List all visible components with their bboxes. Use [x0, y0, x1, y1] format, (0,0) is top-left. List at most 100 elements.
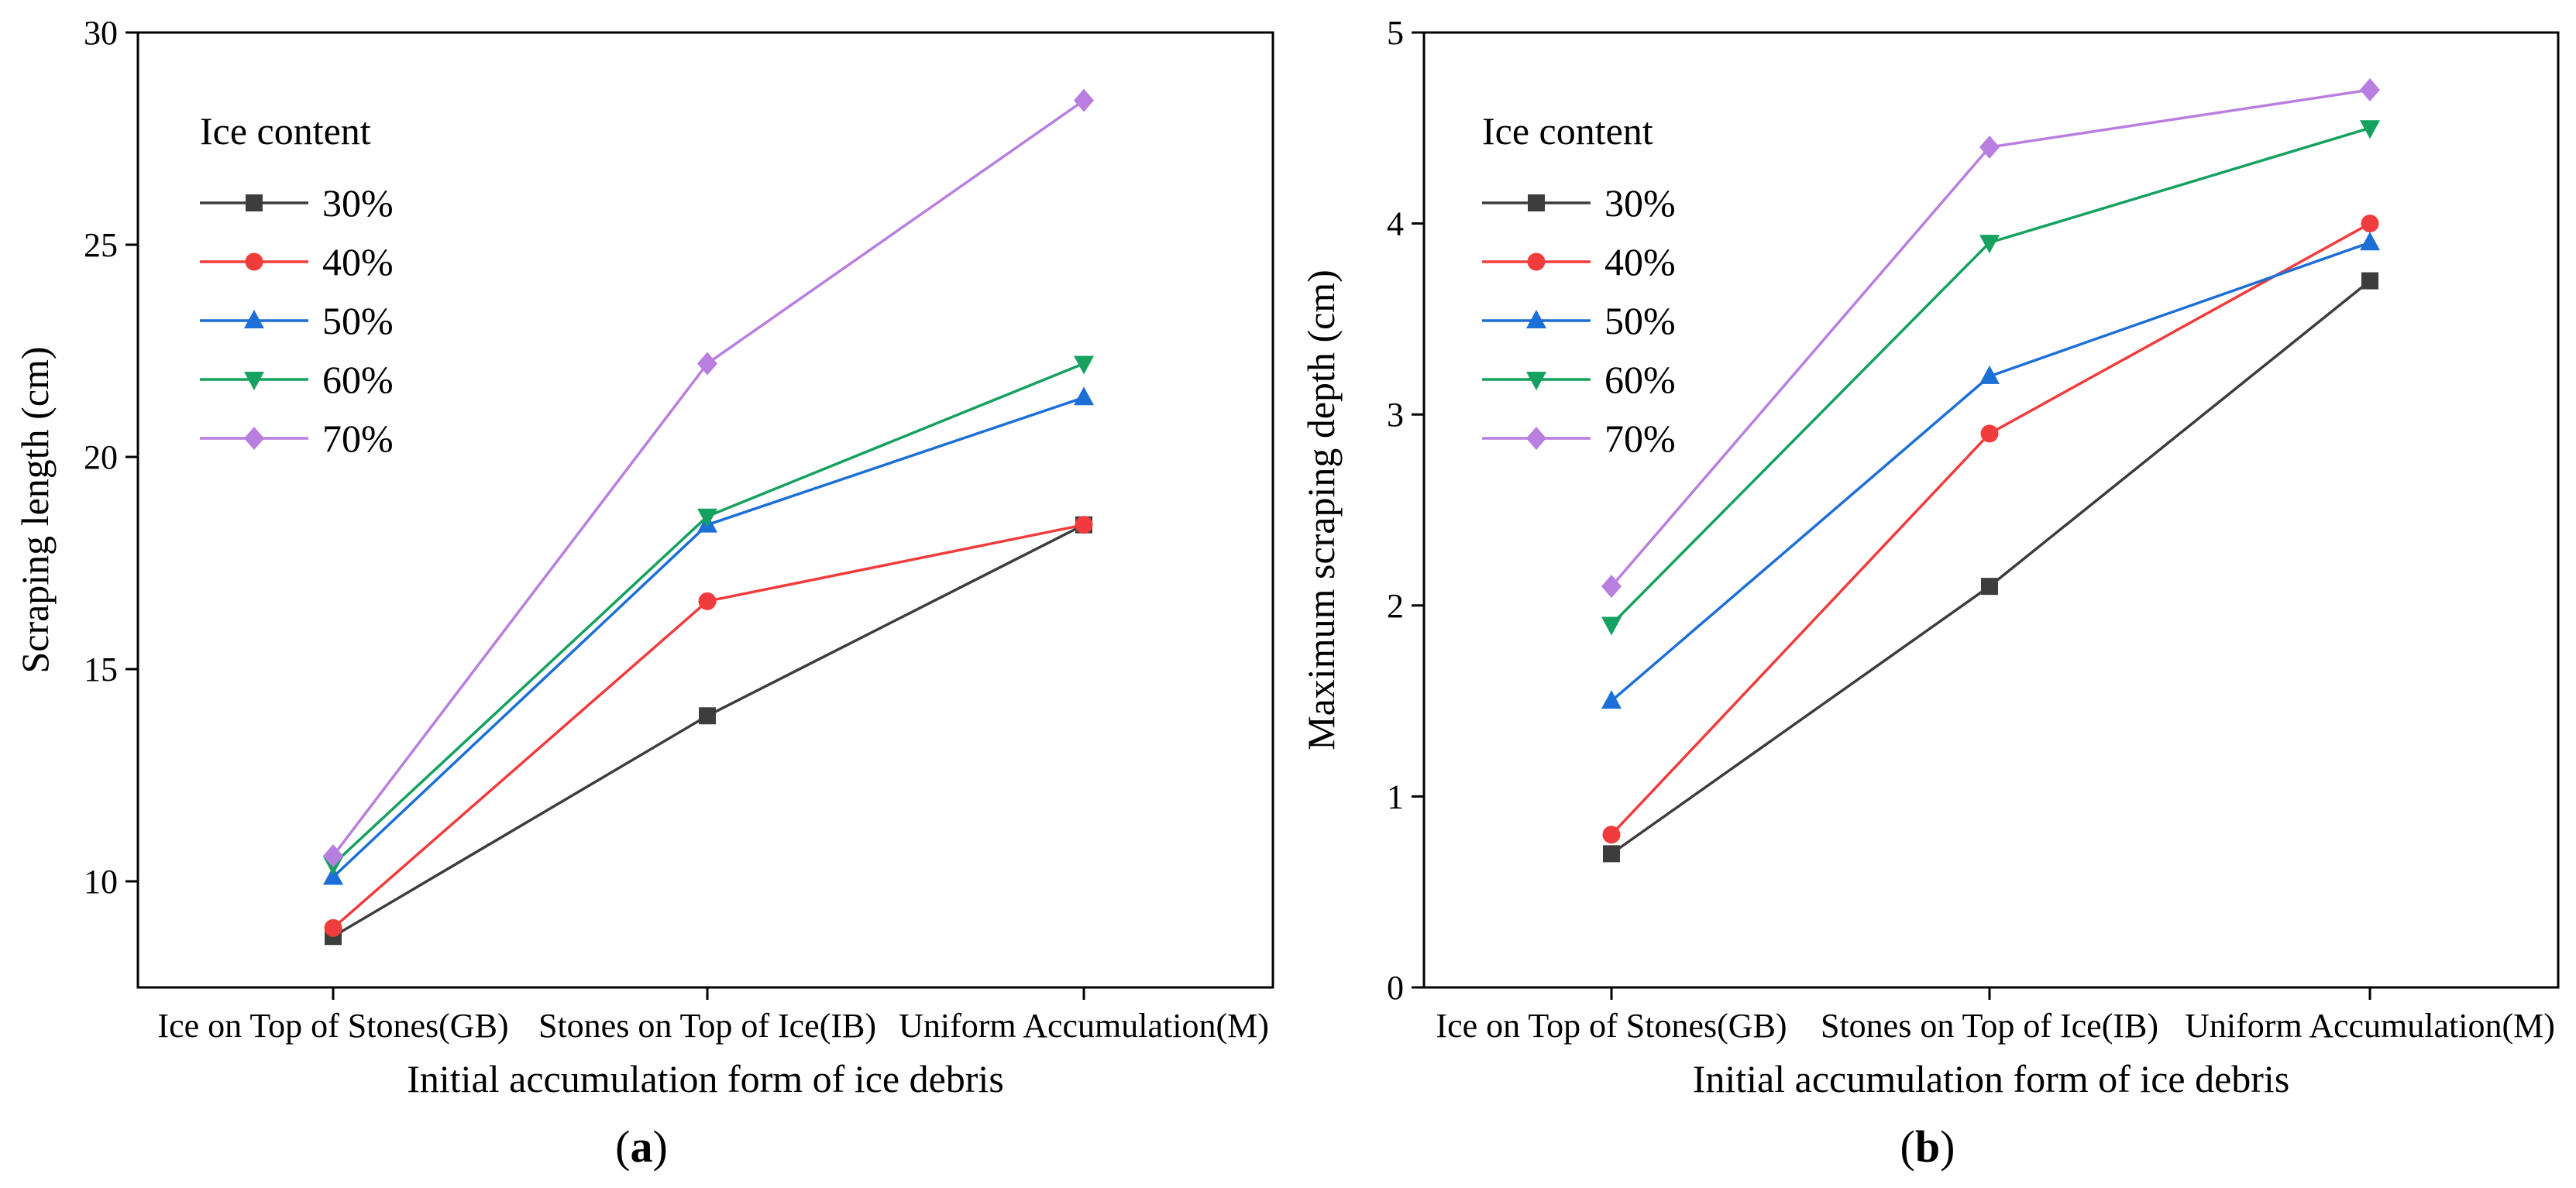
panel-b-data-point-70-3: [2360, 77, 2380, 101]
panel-b-x-tick-label: Stones on Top of Ice(IB): [1821, 1007, 2158, 1045]
panel-b-series-70: [1601, 77, 2380, 599]
panel-a-y-tick-label: 15: [84, 651, 118, 688]
panel-a: 10 15 20 25 30 Ice on Top of Stones(GB) Stones…: [13, 14, 1274, 1172]
panel-b-x-tick-label: Uniform Accumulation(M): [2185, 1007, 2555, 1045]
panel-a-legend-label-40: 40%: [322, 240, 394, 283]
panel-a-series-line-40: [332, 523, 1085, 929]
panel-a-series-50: [323, 386, 1094, 885]
panel-b-series-50: [1601, 232, 2380, 709]
panel-b-y-tick-label: 5: [1387, 14, 1404, 52]
panel-b-series-line-50: [1610, 241, 2371, 702]
panel-b-y-tick-label: 4: [1387, 205, 1404, 243]
panel-b-legend-label-40: 40%: [1604, 240, 1676, 283]
panel-b-data-point-40-1: [1602, 826, 1621, 844]
panel-a-data-point-30-2: [699, 707, 716, 725]
panel-b: 0 1 2 3 4 5 Ice on Top of Stones(GB) Stones on …: [1299, 14, 2560, 1172]
panel-a-data-point-60-3: [1074, 355, 1094, 375]
panel-b-data-point-70-2: [1979, 135, 2000, 159]
panel-b-series-line-70: [1610, 88, 2371, 588]
panel-b-data-point-40-3: [2361, 215, 2379, 233]
panel-b-data-point-60-2: [1979, 235, 2000, 254]
panel-b-x-axis-title: Initial accumulation form of ice debris: [1693, 1057, 2290, 1100]
panel-a-y-tick-label: 30: [84, 14, 118, 52]
panel-a-legend-marker-40: [245, 252, 263, 271]
panel-a-data-point-50-3: [1074, 386, 1094, 406]
panel-b-data-point-30-3: [2361, 272, 2378, 290]
panel-a-x-tick-label: Stones on Top of Ice(IB): [538, 1007, 876, 1045]
panel-b-legend-marker-50: [1526, 310, 1546, 328]
panel-a-series-30: [325, 516, 1092, 946]
panel-a-y-tick-label: 25: [84, 226, 118, 264]
panel-a-y-tick-label: 10: [84, 863, 118, 901]
panel-a-series-40: [324, 516, 1093, 937]
panel-a-series-line-30: [332, 524, 1085, 938]
panel-b-plot-frame: [1422, 31, 2560, 989]
panel-b-legend-label-50: 50%: [1604, 299, 1676, 342]
panel-a-y-axis-title: Scraping length (cm): [13, 346, 57, 673]
panel-a-x-tick-label: Uniform Accumulation(M): [899, 1007, 1269, 1045]
panel-b-legend-marker-60: [1526, 372, 1546, 390]
panel-a-x-axis-title: Initial accumulation form of ice debris: [407, 1057, 1004, 1100]
panel-b-legend: Ice content 30% 40% 50% 60% 70%: [1482, 109, 1676, 460]
panel-a-legend-marker-70: [244, 427, 264, 450]
panel-a-label-open: (: [615, 1121, 630, 1172]
panel-a-data-point-40-2: [698, 592, 717, 610]
panel-b-legend-marker-40: [1527, 252, 1546, 271]
panel-b-y-tick-label: 2: [1387, 587, 1404, 625]
panel-a-series-line-60: [332, 362, 1085, 866]
panel-a-x-tick-label: Ice on Top of Stones(GB): [157, 1007, 508, 1045]
panel-a-plot-frame: [136, 31, 1274, 989]
panel-a-label-letter: a: [631, 1121, 653, 1172]
panel-b-legend-marker-30: [1528, 194, 1545, 211]
panel-b-label-close: ): [1940, 1121, 1955, 1172]
panel-b-series-line-40: [1610, 222, 2371, 836]
panel-a-series-70: [323, 88, 1094, 868]
panel-a-legend-label-50: 50%: [322, 299, 394, 342]
panel-b-series-60: [1601, 120, 2380, 636]
panel-b-series-line-30: [1610, 280, 2371, 855]
panel-b-data-point-60-1: [1601, 616, 1622, 636]
panel-a-label-close: ): [653, 1121, 668, 1172]
panel-b-data-point-30-1: [1603, 845, 1620, 863]
panel-b-data-point-50-2: [1979, 365, 2000, 384]
panel-a-label: (a): [615, 1121, 668, 1172]
panel-a-data-point-40-1: [324, 918, 342, 937]
panel-b-legend-marker-70: [1526, 427, 1546, 450]
panel-b-data-point-60-3: [2360, 120, 2380, 139]
panel-b-data-point-70-1: [1601, 575, 1622, 599]
panel-b-series-30: [1603, 272, 2378, 863]
panel-b-label: (b): [1900, 1121, 1955, 1172]
panel-b-legend-label-70: 70%: [1604, 417, 1676, 460]
panel-b-label-open: (: [1900, 1121, 1915, 1172]
panel-b-label-letter: b: [1915, 1121, 1940, 1172]
panel-a-legend-label-70: 70%: [322, 417, 394, 460]
panel-b-legend-title: Ice content: [1482, 109, 1653, 153]
panel-a-legend-title: Ice content: [200, 109, 371, 153]
panel-b-data-point-40-2: [1980, 424, 1999, 443]
panel-b-series-40: [1602, 215, 2379, 844]
panel-b-y-tick-label: 1: [1387, 778, 1404, 815]
panel-a-series-line-70: [332, 99, 1085, 857]
panel-a-data-point-60-2: [697, 508, 717, 527]
panel-a-series-line-50: [332, 396, 1085, 878]
panel-a-legend: Ice content 30% 40% 50% 60% 70%: [200, 109, 394, 460]
panel-a-data-point-70-1: [323, 844, 343, 868]
panel-b-data-point-30-2: [1981, 578, 1998, 596]
panel-a-legend-label-60: 60%: [322, 358, 394, 401]
panel-a-data-point-70-2: [697, 352, 717, 376]
panel-a-data-point-70-3: [1074, 88, 1094, 112]
panel-a-legend-marker-30: [246, 194, 263, 211]
panel-b-y-tick-label: 0: [1387, 969, 1404, 1007]
panel-b-legend-label-30: 30%: [1604, 181, 1676, 225]
panel-a-legend-marker-50: [244, 310, 264, 328]
panel-b-y-axis-title: Maximum scraping depth (cm): [1299, 270, 1343, 750]
panel-b-x-tick-label: Ice on Top of Stones(GB): [1436, 1007, 1787, 1045]
panel-a-data-point-50-1: [323, 866, 343, 885]
panel-b-data-point-50-1: [1601, 690, 1622, 709]
panel-a-legend-label-30: 30%: [322, 181, 394, 225]
panel-b-y-tick-label: 3: [1387, 396, 1404, 434]
panel-b-legend-label-60: 60%: [1604, 358, 1676, 401]
panel-b-data-point-50-3: [2360, 232, 2380, 251]
